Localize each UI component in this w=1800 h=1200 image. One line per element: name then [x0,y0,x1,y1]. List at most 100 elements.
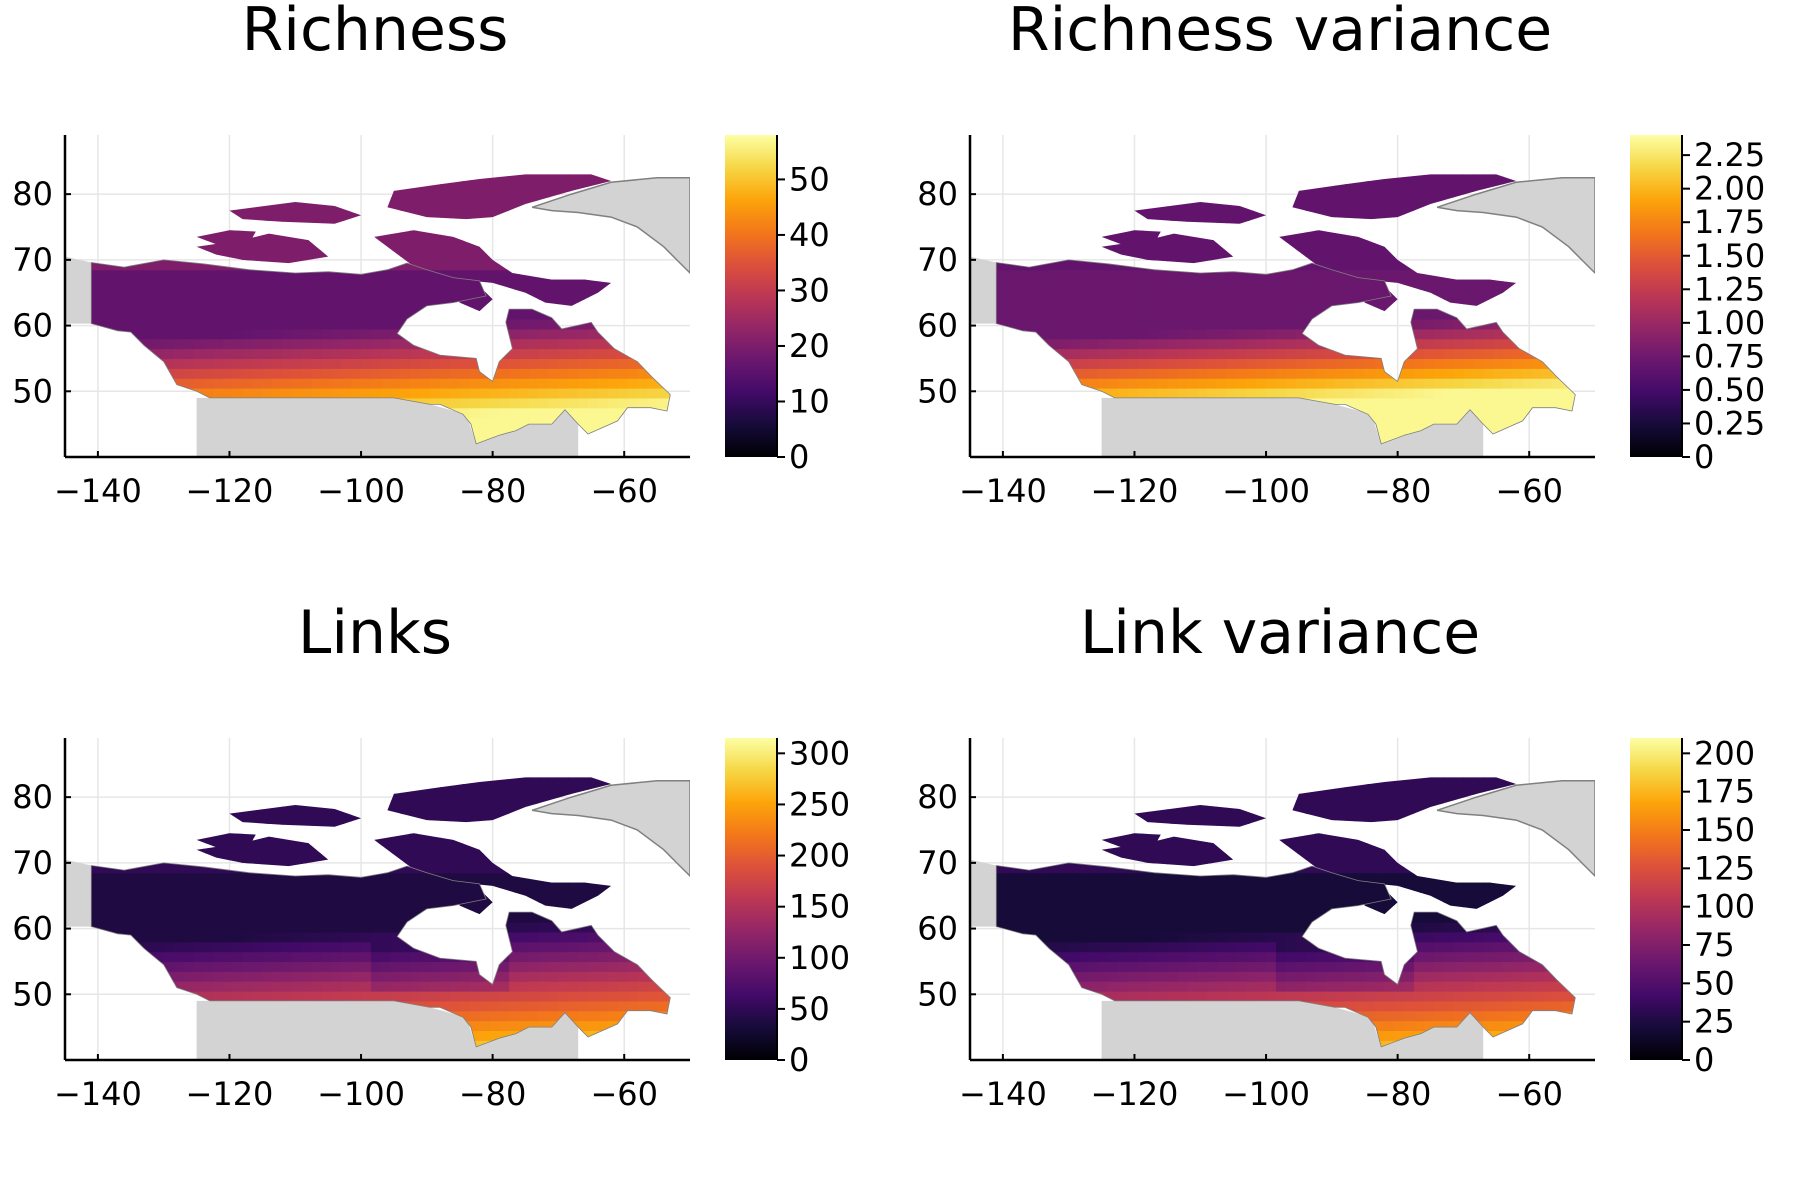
raster-cell [1266,328,1277,340]
raster-cell [1196,289,1208,300]
raster-cell [1236,220,1247,231]
raster-cell [1048,220,1060,231]
raster-cell [1078,190,1090,202]
raster-cell [430,922,441,933]
raster-cell [1315,378,1326,389]
raster-cell [1325,338,1336,350]
raster-cell [143,941,155,953]
raster-cell [1354,328,1366,340]
raster-cell [213,803,224,815]
raster-cell [1414,240,1425,251]
raster-cell [1177,368,1188,379]
raster-cell [282,348,293,360]
raster-cell [222,912,234,923]
raster-cell [291,902,303,913]
raster-cell [1206,368,1218,379]
raster-cell [548,328,560,340]
raster-cell [1315,299,1326,310]
raster-cell [420,240,431,251]
raster-cell [607,388,619,399]
raster-cell [390,971,402,982]
raster-cell [341,181,352,192]
raster-cell [262,872,273,884]
raster-cell [1552,417,1563,429]
raster-cell [1275,358,1287,369]
raster-cell [94,951,106,963]
raster-cell [153,299,165,310]
raster-cell [252,299,263,310]
raster-cell [420,230,431,241]
raster-cell [390,328,402,340]
raster-cell [1295,299,1307,310]
raster-cell [331,388,342,399]
raster-cell [410,230,421,241]
raster-cell [1552,407,1563,419]
raster-cell [331,338,342,350]
raster-cell [1196,378,1208,389]
raster-cell [1196,319,1208,330]
raster-cell [153,931,165,943]
raster-cell [1068,417,1080,429]
raster-cell [173,951,185,963]
raster-cell [1394,397,1405,409]
raster-cell [1187,299,1198,310]
raster-cell [91,872,96,884]
raster-cell [351,220,362,231]
raster-cell [232,240,244,251]
raster-cell [104,161,114,171]
raster-cell [1147,328,1159,340]
raster-cell [1019,174,1030,182]
raster-cell [1384,220,1395,231]
raster-cell [262,368,273,379]
raster-cell [449,319,461,330]
raster-cell [489,250,500,261]
raster-cell [627,407,638,419]
raster-cell [1275,269,1287,281]
raster-cell [341,388,352,399]
raster-cell [459,388,471,399]
raster-cell [153,309,165,320]
raster-cell [134,1030,145,1041]
raster-cell [252,784,263,795]
x-tick-label: −140 [54,472,142,510]
raster-cell [104,407,115,419]
raster-cell [1295,328,1307,340]
raster-cell [222,328,234,340]
raster-cell [1433,289,1445,300]
raster-cell [1266,289,1277,300]
raster-cell [1147,269,1159,281]
raster-cell [91,862,96,874]
raster-cell [163,289,175,300]
raster-cell [518,348,530,360]
raster-cell [193,299,204,310]
raster-cell [627,338,638,350]
raster-cell [262,250,273,261]
raster-cell [548,368,560,379]
raster-cell [1552,161,1562,171]
raster-cell [1078,250,1090,261]
raster-cell [990,161,1000,171]
raster-cell [124,872,135,884]
raster-cell [341,259,352,271]
raster-cell [440,397,451,409]
colorbar-tick-label: 2.00 [1694,170,1765,208]
raster-cell [539,161,549,171]
raster-cell [637,437,648,444]
raster-cell [1502,368,1514,379]
raster-cell [1048,240,1060,251]
raster-cell [183,777,194,785]
raster-cell [292,764,302,774]
raster-cell [163,1030,175,1041]
raster-cell [370,991,382,1002]
raster-cell [302,764,312,774]
raster-cell [124,853,135,864]
raster-cell [1582,270,1592,280]
raster-cell [183,961,194,972]
raster-cell [1295,174,1307,182]
raster-cell [1266,388,1277,399]
raster-cell [1029,230,1040,241]
raster-cell [163,833,175,844]
raster-cell [1453,319,1465,330]
raster-cell [143,803,155,815]
raster-cell [183,843,194,854]
